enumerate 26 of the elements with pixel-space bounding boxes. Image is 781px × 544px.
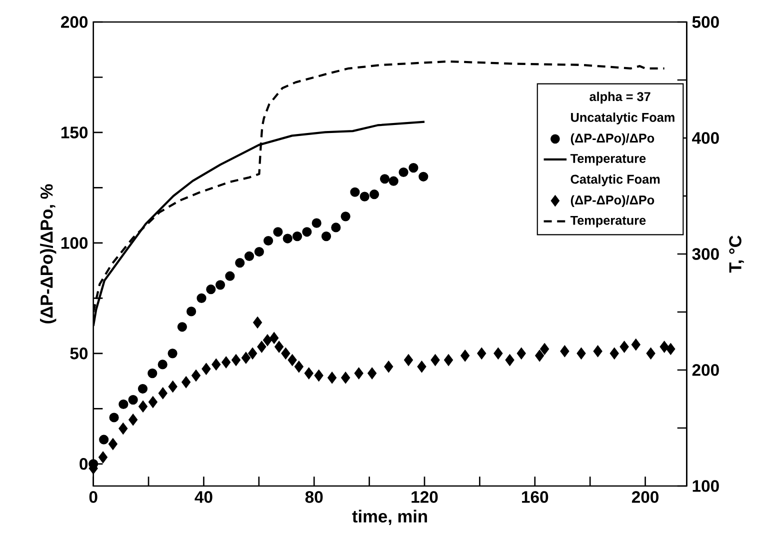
- y2-axis-title: T, °C: [729, 236, 744, 273]
- legend-label: Temperature: [570, 216, 646, 228]
- legend-label: (ΔP-ΔPo)/ΔPo: [570, 133, 654, 146]
- y-tick-label: 100: [61, 237, 88, 249]
- x-tick-label: 160: [522, 491, 548, 503]
- y2-tick-label: 200: [692, 364, 719, 376]
- x-tick-label: 0: [89, 491, 98, 503]
- y2-tick-label: 500: [692, 16, 719, 28]
- x-tick-label: 120: [412, 491, 438, 503]
- x-tick-label: 40: [194, 491, 212, 503]
- legend-label: (ΔP-ΔPo)/ΔPo: [570, 195, 654, 208]
- legend-label: Temperature: [570, 154, 646, 166]
- y-tick-label: 50: [70, 348, 88, 360]
- y-axis-title: (ΔP-ΔPo)/ΔPo, %: [40, 184, 56, 324]
- x-tick-label: 80: [305, 491, 323, 503]
- y-tick-label: 0: [80, 458, 88, 470]
- legend-title: alpha = 37: [590, 92, 650, 104]
- x-axis-title: time, min: [352, 510, 427, 526]
- y-tick-label: 150: [61, 126, 88, 138]
- annotation: Catalytic Foam: [570, 174, 660, 186]
- y2-tick-label: 300: [692, 248, 719, 260]
- y2-tick-label: 100: [692, 480, 719, 492]
- x-tick-label: 200: [632, 491, 658, 503]
- y-tick-label: 200: [61, 16, 88, 28]
- y2-tick-label: 400: [692, 132, 719, 144]
- annotation: Uncatalytic Foam: [571, 112, 674, 124]
